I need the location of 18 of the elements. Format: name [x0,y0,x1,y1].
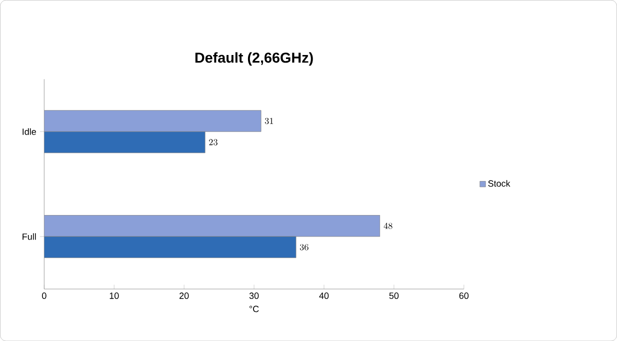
legend-label: Stock [488,180,510,187]
x-tick-label: 30 [249,292,259,299]
bar [44,214,380,237]
x-axis-title: °C [250,306,259,312]
y-tick-label: Idle [22,128,36,135]
chart-title: Default (2,66GHz) [195,52,313,66]
data-label: 31 [264,118,274,124]
y-tick-label: Full [22,233,36,240]
x-tick-label: 10 [110,292,119,299]
data-label: 36 [300,244,308,250]
x-tick-label: 20 [180,292,189,299]
data-label: 23 [209,139,218,146]
x-tick-label: 60 [459,292,469,299]
bar [44,110,262,132]
data-label: 48 [384,222,392,229]
x-tick-label: 0 [42,292,46,299]
x-tick-label: 40 [319,292,329,299]
x-tick-label: 50 [389,292,399,299]
